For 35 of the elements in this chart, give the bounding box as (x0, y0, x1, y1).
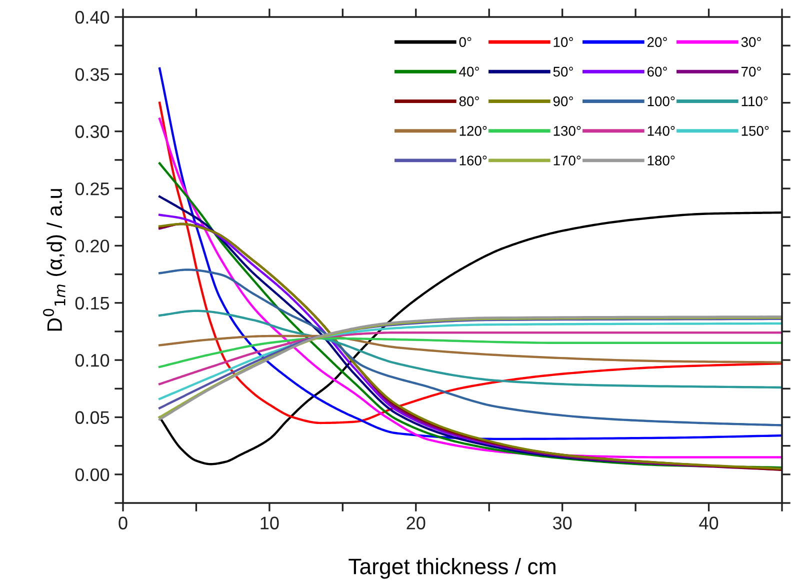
legend-label: 40° (459, 66, 479, 77)
x-tick-label: 10 (260, 516, 279, 530)
x-axis-title: Target thickness / cm (348, 558, 556, 579)
legend-label: 120° (460, 126, 487, 136)
legend-label: 60° (647, 66, 667, 77)
y-tick-label: 0.10 (75, 354, 110, 367)
y-tick-label: 0.35 (75, 68, 110, 81)
x-tick-label: 0 (118, 516, 128, 530)
legend-label: 80° (459, 96, 479, 106)
y-tick-label: 0.00 (75, 468, 110, 482)
y-tick-label: 0.25 (75, 182, 110, 196)
legend-label: 140° (648, 126, 675, 136)
y-tick-label: 0.40 (75, 10, 110, 24)
legend-label: 10° (554, 37, 573, 47)
legend-label: 180° (648, 156, 675, 166)
legend-label: 100° (648, 96, 675, 106)
legend-label: 170° (554, 156, 581, 166)
x-tick-label: 20 (406, 516, 426, 530)
legend-label: 20° (647, 37, 667, 47)
y-tick-label: 0.20 (75, 240, 110, 252)
legend-label: 0° (459, 37, 472, 47)
legend-label: 50° (553, 66, 573, 77)
legend-label: 160° (460, 156, 487, 166)
x-tick-label: 30 (552, 516, 572, 530)
y-tick-label: 0.05 (75, 411, 110, 424)
legend-label: 130° (554, 126, 581, 136)
legend-label: 70° (741, 66, 761, 77)
y-tick-label: 0.15 (75, 296, 110, 310)
y-tick-label: 0.30 (75, 125, 110, 138)
legend-label: 30° (741, 37, 761, 47)
legend-label: 150° (742, 126, 769, 136)
legend-label: 90° (553, 96, 573, 106)
legend-label: 110° (742, 96, 768, 106)
y-axis-title: D$^{0}$$_{1m}$ (α,d) / a.u (43, 189, 66, 331)
x-tick-label: 40 (699, 516, 718, 530)
